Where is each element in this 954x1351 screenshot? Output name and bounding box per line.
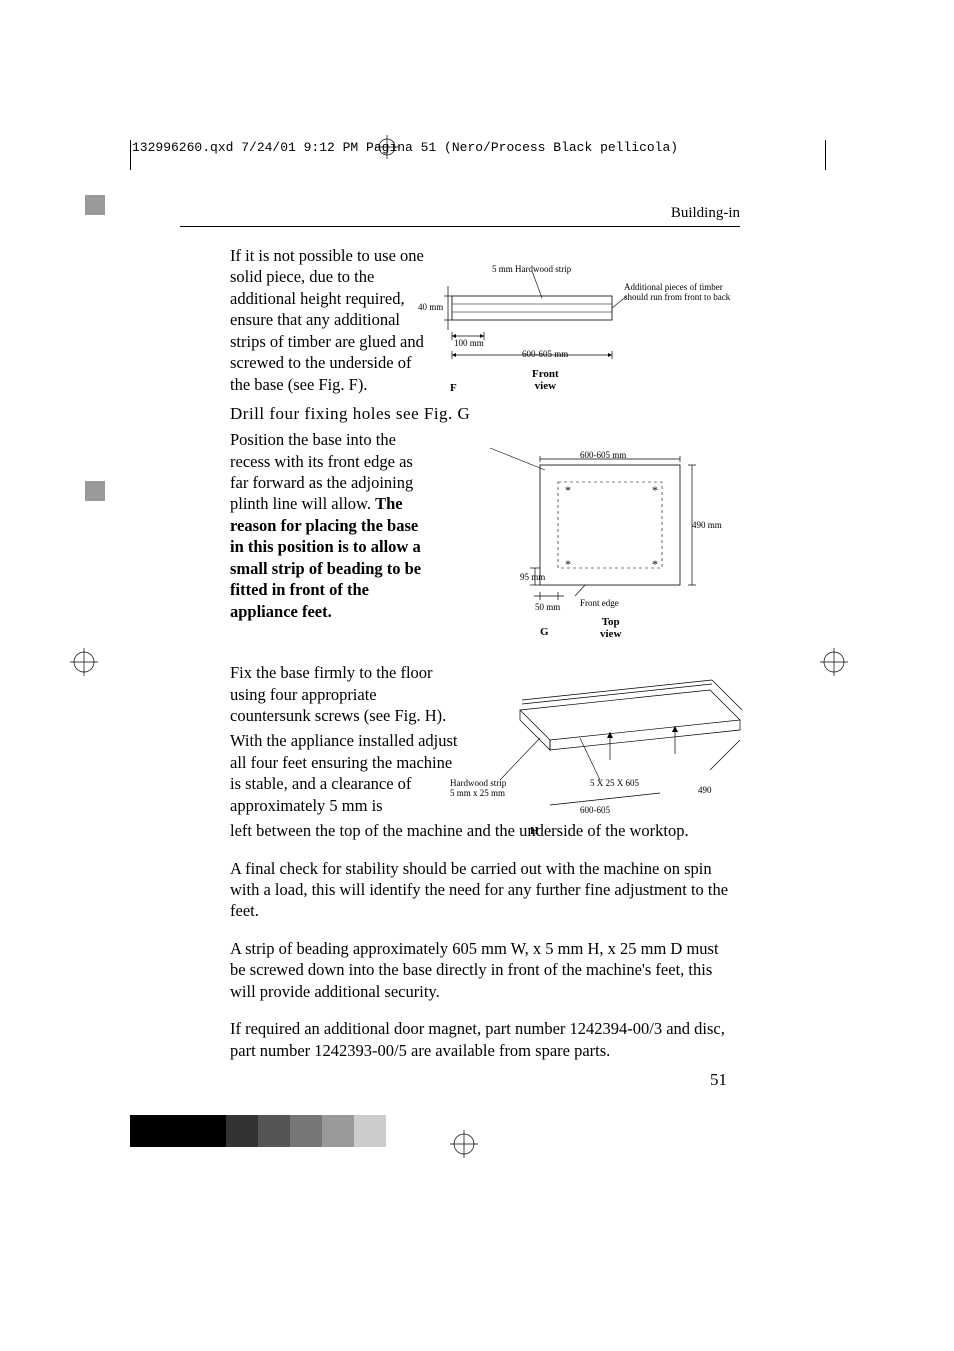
registration-mark-icon [450, 1130, 478, 1158]
swatch [258, 1115, 290, 1147]
margin-box [85, 481, 105, 501]
paragraph: With the appliance installed adjust all … [230, 730, 460, 816]
svg-text:*: * [565, 557, 571, 571]
paragraph: If it is not possible to use one solid p… [230, 245, 430, 395]
figure-g-diagram: * * * * [440, 440, 740, 650]
svg-text:*: * [652, 483, 658, 497]
dim-label: 490 [698, 785, 712, 795]
svg-text:*: * [652, 557, 658, 571]
page-number: 51 [710, 1070, 727, 1090]
dim-label: 100 mm [454, 338, 484, 348]
margin-box [85, 195, 105, 215]
figure-f: 5 mm Hardwood strip Additional pieces of… [432, 256, 742, 406]
paragraph: Fix the base firmly to the floor using f… [230, 662, 460, 726]
figure-f-diagram [432, 256, 742, 406]
dim-label: 50 mm [535, 602, 560, 612]
swatch [194, 1115, 226, 1147]
dim-label: 5 X 25 X 605 [590, 778, 639, 788]
subheading: Drill four fixing holes see Fig. G [230, 403, 740, 425]
dim-label: Additional pieces of timber should run f… [624, 282, 734, 302]
svg-text:*: * [565, 483, 571, 497]
figure-label: G [540, 626, 549, 638]
figure-g: * * * * 600-605 mm 490 mm 95 mm 50 mm Fr… [440, 440, 740, 650]
paragraph: A final check for stability should be ca… [230, 858, 730, 922]
swatch [354, 1115, 386, 1147]
figure-h-diagram [460, 670, 760, 840]
swatch [226, 1115, 258, 1147]
dim-label: Hardwood strip5 mm x 25 mm [450, 778, 520, 798]
dim-label: 600-605 mm [522, 349, 568, 359]
crop-line [825, 140, 826, 170]
view-label: Frontview [532, 368, 559, 392]
figure-h: Hardwood strip5 mm x 25 mm 5 X 25 X 605 … [460, 670, 760, 840]
dim-label: 600-605 mm [580, 450, 626, 460]
calibration-bar [130, 1115, 386, 1147]
dim-label: 40 mm [418, 302, 443, 312]
dim-label: 5 mm Hardwood strip [492, 264, 571, 274]
dim-label: 600-605 [580, 805, 610, 815]
view-label: Topview [600, 616, 621, 640]
dim-label: 95 mm [520, 572, 545, 582]
paragraph: If required an additional door magnet, p… [230, 1018, 730, 1061]
section-header: Building-in [180, 205, 740, 227]
swatch [130, 1115, 162, 1147]
registration-mark-icon [70, 648, 98, 676]
print-header: 132996260.qxd 7/24/01 9:12 PM Pagina 51 … [132, 140, 678, 155]
swatch [290, 1115, 322, 1147]
registration-mark-icon [375, 135, 399, 159]
swatch [322, 1115, 354, 1147]
dim-label: 490 mm [692, 520, 722, 530]
swatch [162, 1115, 194, 1147]
registration-mark-icon [820, 648, 848, 676]
paragraph: A strip of beading approximately 605 mm … [230, 938, 730, 1002]
paragraph: Position the base into the recess with i… [230, 429, 430, 622]
figure-label: H [530, 825, 539, 837]
crop-line [130, 140, 131, 170]
figure-label: F [450, 382, 457, 394]
dim-label: Front edge [580, 598, 619, 608]
